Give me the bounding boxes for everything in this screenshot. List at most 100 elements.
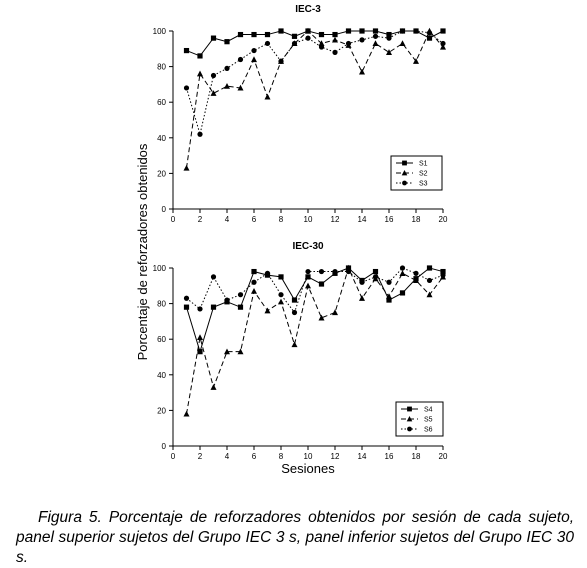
x-tick-label: 14 bbox=[358, 452, 367, 461]
data-point-s1 bbox=[251, 31, 257, 38]
data-point-s5 bbox=[359, 295, 365, 301]
data-point-s2 bbox=[305, 27, 311, 34]
data-point-s3 bbox=[440, 40, 446, 47]
data-point-s3 bbox=[197, 131, 203, 137]
y-axis-label: Porcentaje de reforzadores obtenidos bbox=[135, 143, 150, 360]
data-point-s2 bbox=[237, 84, 244, 91]
data-point-s5 bbox=[197, 334, 203, 341]
data-point-s3 bbox=[224, 65, 230, 71]
data-point-s4 bbox=[426, 265, 433, 271]
data-point-s1 bbox=[372, 28, 379, 34]
data-point-s5 bbox=[210, 384, 217, 390]
data-point-s4 bbox=[183, 304, 190, 310]
data-point-s1 bbox=[386, 31, 392, 38]
data-point-s5 bbox=[318, 314, 325, 321]
data-point-s6 bbox=[399, 265, 406, 271]
x-axis-label: Sesiones bbox=[281, 461, 335, 476]
data-point-s6 bbox=[210, 274, 217, 280]
data-point-s6 bbox=[440, 272, 446, 278]
x-tick-label: 6 bbox=[252, 452, 257, 461]
x-tick-label: 12 bbox=[331, 215, 340, 224]
data-point-s6 bbox=[264, 270, 271, 276]
data-point-s1 bbox=[359, 28, 365, 34]
y-tick-label: 100 bbox=[153, 27, 167, 36]
x-tick-label: 16 bbox=[385, 452, 394, 461]
data-point-s4 bbox=[440, 268, 446, 275]
data-point-s6 bbox=[318, 268, 325, 275]
x-tick-label: 14 bbox=[358, 215, 367, 224]
data-point-s2 bbox=[224, 82, 230, 89]
series-line-s3 bbox=[186, 30, 444, 137]
x-tick-label: 12 bbox=[331, 452, 340, 461]
data-point-s1 bbox=[318, 31, 325, 38]
data-point-s6 bbox=[305, 268, 311, 275]
data-point-s2 bbox=[210, 90, 217, 96]
data-point-s3 bbox=[413, 28, 419, 34]
data-point-s1 bbox=[332, 31, 338, 38]
figure: Porcentaje de reforzadores obtenidos Ses… bbox=[135, 4, 448, 476]
data-point-s6 bbox=[237, 292, 244, 298]
data-point-s3 bbox=[264, 40, 271, 47]
data-point-s1 bbox=[224, 39, 230, 45]
series-line-s2 bbox=[186, 30, 444, 169]
data-point-s2 bbox=[359, 68, 365, 75]
legend-label-s3: S3 bbox=[419, 181, 428, 188]
y-tick-label: 60 bbox=[157, 335, 166, 344]
data-point-s5 bbox=[183, 410, 190, 417]
data-point-s3 bbox=[345, 40, 352, 47]
legend-marker-s3 bbox=[402, 180, 407, 186]
data-point-s5 bbox=[278, 298, 284, 305]
x-tick-label: 16 bbox=[385, 215, 394, 224]
series-line-s5 bbox=[186, 266, 444, 415]
data-point-s6 bbox=[426, 277, 433, 284]
x-tick-label: 6 bbox=[252, 215, 257, 224]
data-point-s3 bbox=[426, 30, 433, 36]
data-point-s4 bbox=[291, 297, 298, 303]
x-tick-label: 20 bbox=[439, 452, 448, 461]
data-point-s5 bbox=[413, 277, 419, 284]
legend-label-s4: S4 bbox=[424, 407, 433, 414]
data-point-s5 bbox=[291, 341, 298, 348]
legend-label-s6: S6 bbox=[424, 427, 433, 434]
y-tick-label: 20 bbox=[157, 169, 166, 178]
data-point-s5 bbox=[345, 264, 352, 271]
legend: S1 S2 S3 bbox=[390, 155, 443, 191]
legend-marker-s2 bbox=[401, 170, 408, 176]
x-tick-label: 20 bbox=[439, 215, 448, 224]
data-point-s2 bbox=[251, 56, 257, 63]
data-point-s1 bbox=[440, 28, 446, 34]
data-point-s1 bbox=[426, 35, 433, 41]
y-tick-label: 80 bbox=[157, 300, 166, 309]
data-point-s1 bbox=[345, 28, 352, 34]
x-tick-label: 4 bbox=[225, 452, 230, 461]
data-point-s6 bbox=[386, 279, 392, 285]
data-point-s4 bbox=[197, 349, 203, 355]
data-point-s1 bbox=[183, 47, 190, 54]
x-tick-label: 18 bbox=[412, 215, 421, 224]
x-tick-label: 10 bbox=[304, 452, 313, 461]
data-point-s5 bbox=[224, 348, 230, 355]
legend-label-s5: S5 bbox=[424, 417, 433, 424]
data-point-s3 bbox=[399, 28, 406, 34]
x-tick-label: 4 bbox=[225, 215, 230, 224]
data-point-s5 bbox=[251, 287, 257, 294]
legend-label-s2: S2 bbox=[419, 171, 428, 178]
data-point-s5 bbox=[426, 291, 433, 298]
chart-title: IEC-3 bbox=[295, 4, 321, 15]
data-point-s3 bbox=[359, 37, 365, 43]
data-point-s2 bbox=[197, 70, 203, 77]
data-point-s3 bbox=[332, 49, 338, 55]
data-point-s6 bbox=[224, 297, 230, 303]
y-tick-label: 20 bbox=[157, 406, 166, 415]
data-point-s4 bbox=[386, 297, 392, 303]
data-point-s2 bbox=[440, 43, 446, 50]
data-point-s6 bbox=[251, 279, 257, 285]
legend-marker-s6 bbox=[407, 426, 412, 432]
data-point-s1 bbox=[237, 31, 244, 38]
data-point-s3 bbox=[183, 85, 190, 91]
x-tick-label: 2 bbox=[198, 452, 203, 461]
data-point-s2 bbox=[318, 40, 325, 47]
data-point-s6 bbox=[291, 309, 298, 316]
data-point-s3 bbox=[318, 44, 325, 50]
data-point-s5 bbox=[237, 348, 244, 355]
